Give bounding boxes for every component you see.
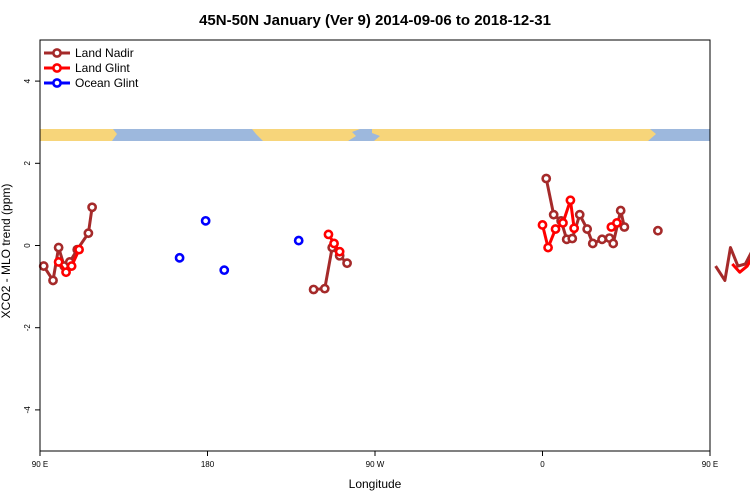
data-point xyxy=(619,222,630,232)
y-tick-label: -4 xyxy=(23,406,32,414)
data-point xyxy=(550,224,561,234)
legend-marker xyxy=(52,63,62,73)
y-axis-label: XCO2 - MLO trend (ppm) xyxy=(0,184,13,319)
legend-marker xyxy=(52,48,62,58)
data-point xyxy=(537,220,548,230)
data-point xyxy=(652,225,663,236)
data-point xyxy=(48,275,58,286)
data-point xyxy=(587,238,598,249)
data-point xyxy=(323,229,334,240)
data-point xyxy=(319,283,330,294)
legend-label: Ocean Glint xyxy=(75,76,139,90)
y-tick-label: -2 xyxy=(23,324,32,332)
data-point xyxy=(612,217,622,228)
data-point xyxy=(293,235,304,246)
data-point xyxy=(87,202,98,213)
data-point xyxy=(567,233,578,244)
data-point xyxy=(565,195,576,206)
legend-label: Land Glint xyxy=(75,61,130,75)
x-axis-label: Longitude xyxy=(349,477,402,491)
data-point xyxy=(597,234,607,245)
x-tick-label: 180 xyxy=(201,460,215,469)
data-point xyxy=(174,252,185,263)
series-layer xyxy=(38,173,750,295)
data-point xyxy=(74,244,84,255)
legend-label: Land Nadir xyxy=(75,46,134,60)
x-tick-label: 0 xyxy=(540,460,545,469)
data-point xyxy=(342,258,352,269)
data-point xyxy=(53,257,64,267)
series-line xyxy=(731,258,750,274)
y-tick-label: 4 xyxy=(23,78,32,83)
data-point xyxy=(582,224,593,234)
data-point xyxy=(574,209,585,220)
data-point xyxy=(219,265,230,276)
data-point xyxy=(308,284,319,295)
data-point xyxy=(569,223,580,234)
x-tick-label: 90 E xyxy=(32,460,48,469)
series-ocean-glint xyxy=(174,215,304,276)
data-point xyxy=(83,228,94,239)
x-tick-label: 90 W xyxy=(366,460,385,469)
data-point xyxy=(66,261,77,271)
data-point xyxy=(548,209,559,220)
land-band xyxy=(40,129,656,141)
land-ocean-band xyxy=(40,129,710,141)
chart-title: 45N-50N January (Ver 9) 2014-09-06 to 20… xyxy=(199,12,551,29)
data-point xyxy=(615,205,626,216)
data-point xyxy=(61,267,71,278)
legend-marker xyxy=(52,78,62,88)
data-point xyxy=(608,238,619,249)
data-point xyxy=(38,261,49,271)
series-land-glint xyxy=(53,195,750,278)
data-point xyxy=(558,217,568,228)
data-point xyxy=(334,246,345,257)
x-tick-label: 90 E xyxy=(702,460,718,469)
y-tick-label: 2 xyxy=(23,161,32,166)
y-tick-label: 0 xyxy=(23,243,32,248)
data-point xyxy=(329,238,339,249)
series-line xyxy=(714,246,750,282)
data-point xyxy=(541,173,552,184)
data-point xyxy=(200,215,211,226)
data-point xyxy=(53,242,64,253)
data-point xyxy=(543,242,553,253)
